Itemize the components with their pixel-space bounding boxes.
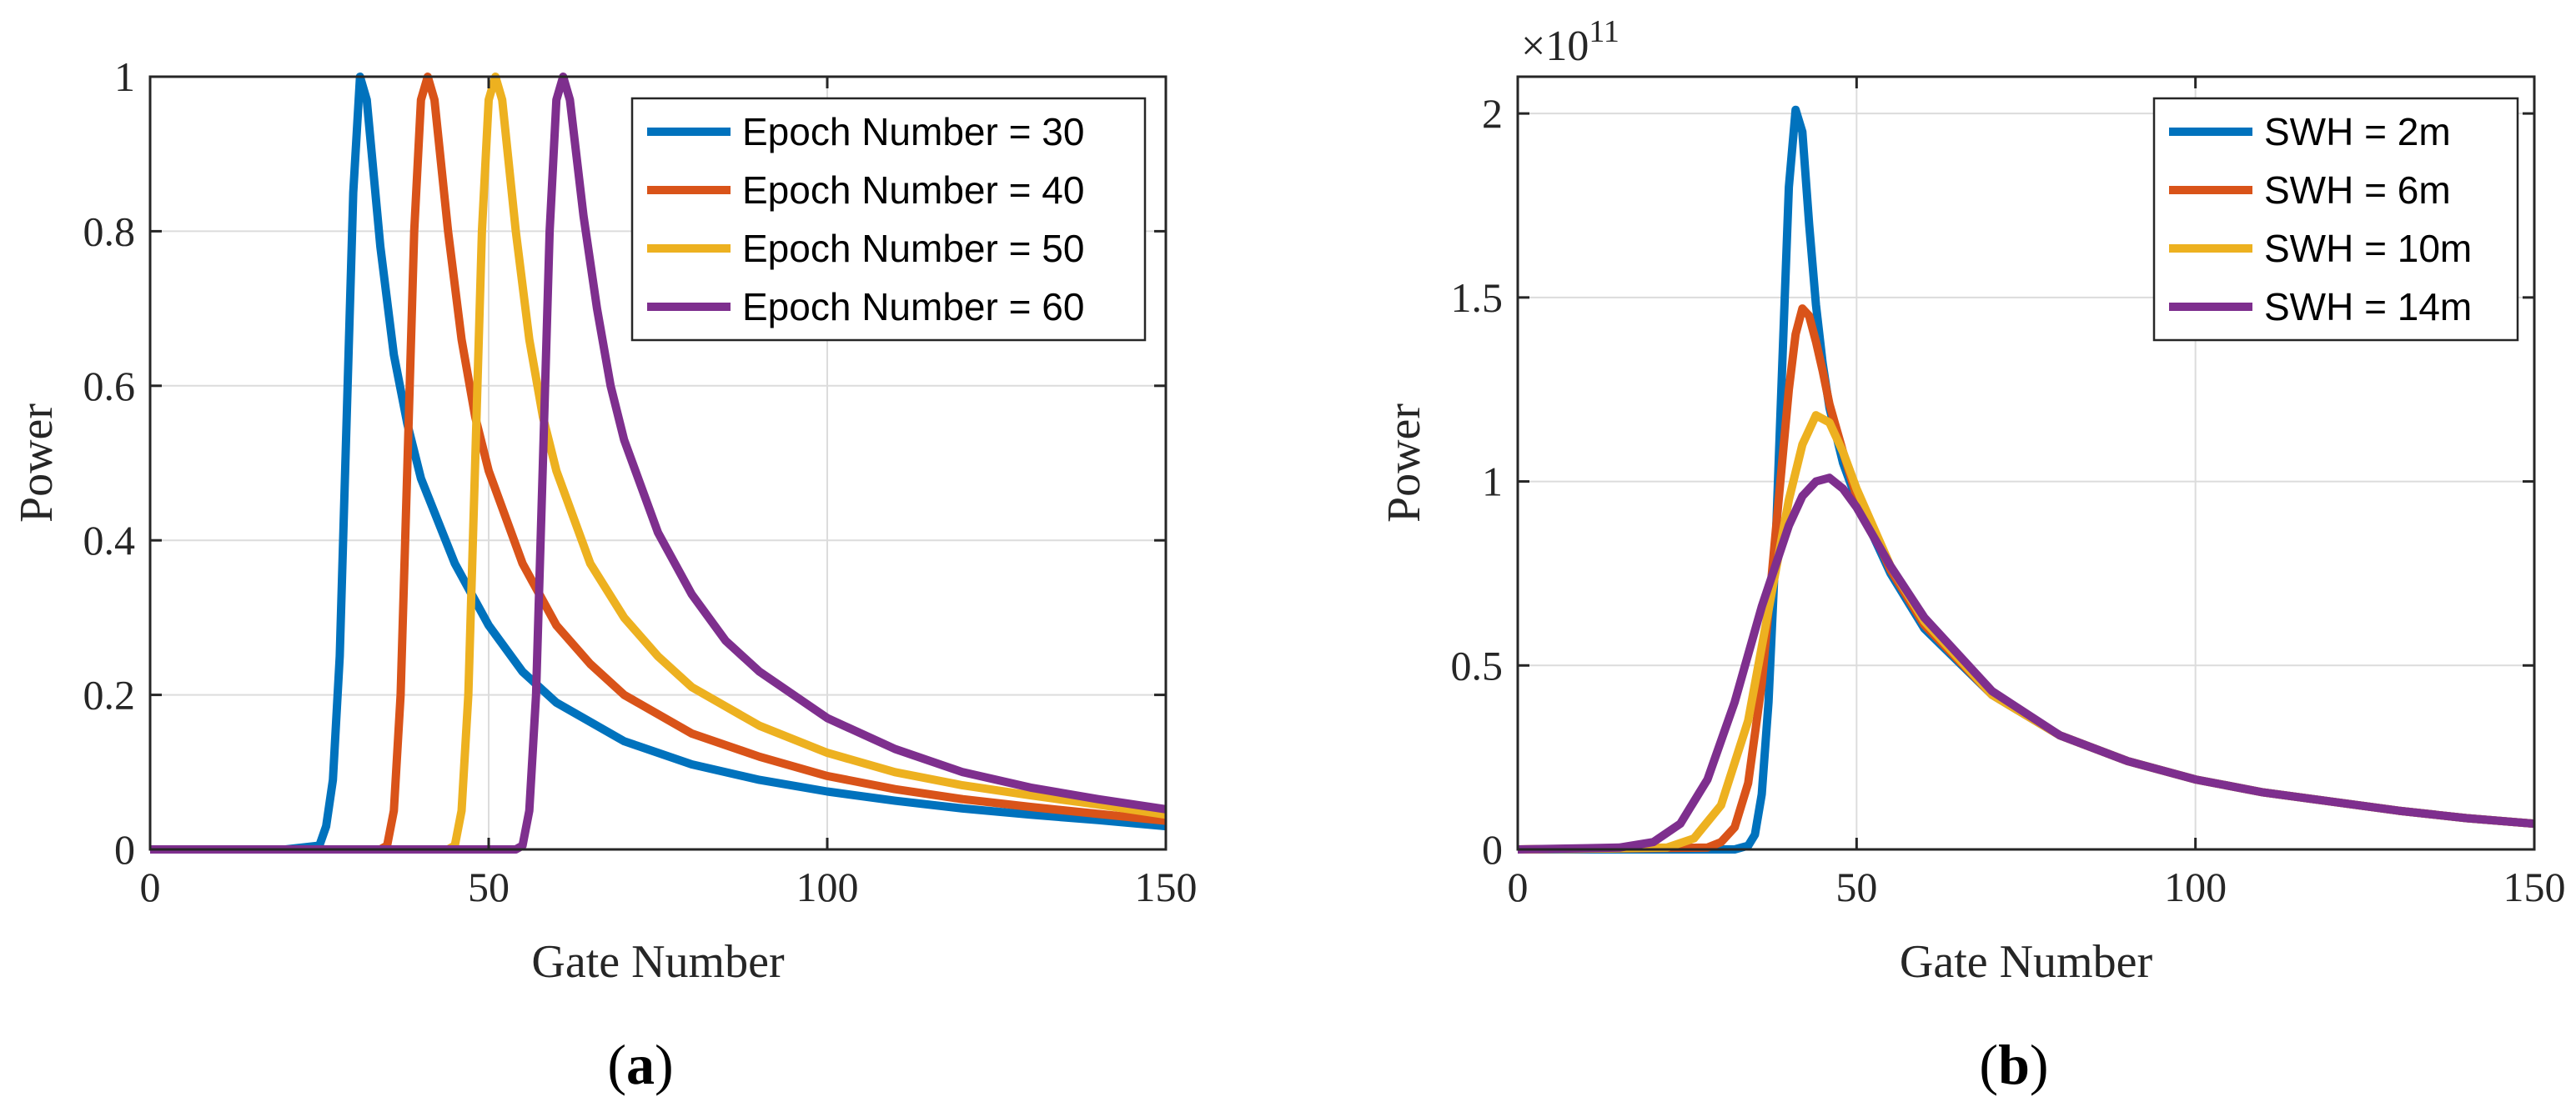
y-tick-label: 1.5 bbox=[1451, 274, 1504, 321]
series-line-1 bbox=[150, 73, 1166, 854]
caption-letter: b bbox=[1998, 1033, 2030, 1096]
y-axis-label: Power bbox=[11, 403, 63, 523]
x-axis-label: Gate Number bbox=[1900, 936, 2153, 988]
caption-paren-open: ( bbox=[607, 1033, 626, 1096]
y-tick-label: 0 bbox=[114, 826, 135, 873]
y-tick-label: 0.5 bbox=[1451, 642, 1504, 689]
chart-panel-a: 0 50 100 150 0 0.2 0.4 0.6 0.8 1 Gate Number Power E… bbox=[11, 53, 1198, 1096]
y-tick-label: 1 bbox=[114, 53, 135, 100]
axes-frame bbox=[1516, 75, 2536, 851]
y-tick-label: 0.8 bbox=[83, 208, 136, 254]
y-tick-label: 0 bbox=[1482, 826, 1503, 873]
x-tick-label: 100 bbox=[2164, 864, 2227, 910]
series-line-2 bbox=[150, 73, 1166, 854]
legend-label-2: SWH = 6m bbox=[2264, 168, 2451, 212]
legend: Epoch Number = 30 Epoch Number = 40 Epoch … bbox=[630, 97, 1147, 342]
caption-paren-close: ) bbox=[655, 1033, 674, 1096]
series-line-4 bbox=[1518, 473, 2534, 854]
legend-label-1: Epoch Number = 30 bbox=[742, 110, 1084, 153]
series-line-4 bbox=[150, 73, 1166, 854]
caption-paren-open: ( bbox=[1979, 1033, 1998, 1096]
chart-panel-b: 0 50 100 150 0 0.5 1 1.5 2 Gate Number Power ×1011 S… bbox=[1378, 14, 2566, 1096]
x-tick-label: 50 bbox=[468, 864, 510, 910]
y-tick-label: 0.4 bbox=[83, 517, 136, 564]
y-tick-label: 0.6 bbox=[83, 363, 136, 409]
axes-frame bbox=[148, 75, 1167, 851]
x-axis-label: Gate Number bbox=[531, 936, 785, 988]
y-exponent-label: ×1011 bbox=[1521, 14, 1619, 70]
x-tick-label: 50 bbox=[1835, 864, 1877, 910]
series-line-3 bbox=[1518, 411, 2534, 854]
legend-box bbox=[630, 97, 1147, 342]
x-tick-label: 0 bbox=[1508, 864, 1529, 910]
x-tick-label: 0 bbox=[140, 864, 161, 910]
y-tick-label: 0.2 bbox=[83, 672, 136, 719]
x-tick-label: 100 bbox=[796, 864, 859, 910]
legend-label-3: Epoch Number = 50 bbox=[742, 227, 1084, 270]
y-axis-label: Power bbox=[1378, 403, 1430, 523]
x-tick-label: 150 bbox=[1135, 864, 1198, 910]
legend-label-1: SWH = 2m bbox=[2264, 110, 2451, 153]
legend-label-3: SWH = 10m bbox=[2264, 227, 2472, 270]
caption-paren-close: ) bbox=[2030, 1033, 2049, 1096]
panel-caption: (b) bbox=[1979, 1033, 2048, 1096]
panel-caption: (a) bbox=[607, 1033, 673, 1096]
y-exponent-base: ×10 bbox=[1521, 23, 1589, 70]
series-line-2 bbox=[1518, 304, 2534, 854]
y-exponent-power: 11 bbox=[1589, 14, 1619, 49]
x-tick-label: 150 bbox=[2503, 864, 2566, 910]
legend-label-2: Epoch Number = 40 bbox=[742, 168, 1084, 212]
legend-label-4: SWH = 14m bbox=[2264, 285, 2472, 328]
y-tick-label: 1 bbox=[1482, 458, 1503, 505]
legend-box bbox=[2152, 97, 2519, 342]
legend: SWH = 2m SWH = 6m SWH = 10m SWH = 14m bbox=[2152, 97, 2519, 342]
legend-label-4: Epoch Number = 60 bbox=[742, 285, 1084, 328]
y-tick-label: 2 bbox=[1482, 90, 1503, 137]
caption-letter: a bbox=[626, 1033, 655, 1096]
